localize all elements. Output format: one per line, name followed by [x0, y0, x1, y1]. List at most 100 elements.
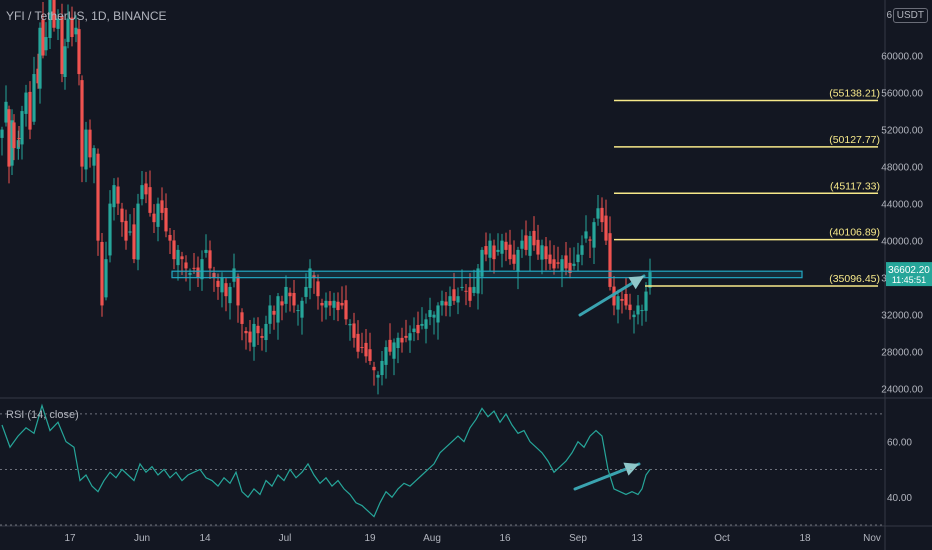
candle-body	[248, 331, 252, 343]
candle-body	[116, 186, 120, 204]
x-tick-label: Jun	[134, 533, 150, 544]
support-zone	[171, 270, 803, 279]
currency-selector[interactable]: USDT	[892, 8, 928, 23]
candle-body	[504, 241, 508, 250]
candle-body	[408, 333, 412, 341]
candle-body	[440, 300, 444, 306]
candle-body	[376, 374, 380, 378]
candle-body	[580, 245, 584, 255]
candle-body	[480, 249, 484, 277]
candle-body	[164, 207, 168, 232]
candle-body	[324, 300, 328, 308]
candle-body	[41, 19, 45, 56]
fib-label: (45117.33)	[830, 180, 880, 192]
chart-title: YFI / TetherUS, 1D, BINANCE	[6, 9, 167, 23]
candle-body	[296, 310, 300, 312]
candle-body	[20, 111, 24, 145]
x-tick-label: 14	[199, 533, 211, 544]
candle-body	[232, 268, 236, 282]
candle-body	[200, 259, 204, 280]
candle-body	[66, 18, 70, 42]
candle-body	[196, 267, 200, 278]
candle-body	[312, 275, 316, 278]
candle-body	[588, 239, 592, 241]
fib-label: (40106.89)	[829, 227, 880, 239]
candle-body	[17, 138, 21, 140]
candle-body	[36, 68, 40, 84]
candle-body	[460, 286, 464, 288]
candle-body	[180, 256, 184, 260]
price-tick-label: 32000.00	[881, 311, 923, 322]
candle-body	[360, 347, 364, 349]
candle-body	[188, 273, 192, 275]
candle-body	[70, 17, 74, 38]
candle-body	[284, 286, 288, 304]
candle-body	[468, 287, 472, 301]
candle-body	[444, 301, 448, 306]
candle-body	[132, 224, 136, 260]
candle-body	[604, 215, 608, 241]
price-tick-label: 24000.00	[881, 385, 923, 396]
candle-body	[516, 249, 520, 272]
candle-body	[176, 249, 180, 266]
candle-body	[524, 235, 528, 250]
candle-body	[628, 304, 632, 311]
candle-body	[416, 324, 420, 334]
price-tick-label: 44000.00	[881, 200, 923, 211]
candle-body	[7, 109, 11, 167]
candle-body	[436, 305, 440, 323]
candle-body	[104, 259, 108, 298]
candle-body	[156, 203, 160, 227]
candle-body	[256, 325, 260, 334]
candle-body	[336, 301, 340, 311]
candle-body	[212, 273, 216, 278]
candle-body	[576, 254, 580, 263]
candle-body	[484, 246, 488, 255]
last-price-label: 36602.20	[888, 265, 930, 276]
candle-body	[10, 120, 14, 166]
candle-body	[244, 330, 248, 334]
candle-body	[260, 336, 264, 338]
x-tick-label: 16	[499, 533, 511, 544]
candle-body	[544, 246, 548, 260]
price-arrow	[578, 274, 646, 317]
candle-body	[528, 236, 532, 256]
axes: 24000.0028000.0032000.0036000.0040000.00…	[64, 52, 932, 544]
candle-body	[332, 300, 336, 308]
annotation-arrows	[573, 274, 646, 491]
candle-body	[472, 286, 476, 293]
x-tick-label: 13	[631, 533, 643, 544]
candle-body	[420, 323, 424, 326]
candle-body	[560, 259, 564, 271]
candle-body	[328, 301, 332, 306]
candle-body	[152, 213, 156, 223]
x-tick-label: Jul	[279, 533, 292, 544]
candle-body	[632, 314, 636, 318]
candle-body	[500, 240, 504, 254]
candle-body	[396, 337, 400, 349]
rsi-tick-label: 40.00	[887, 493, 912, 504]
arrow-head	[628, 276, 644, 290]
candle-body	[320, 302, 324, 306]
price-tick-label: 52000.00	[881, 126, 923, 137]
candle-body	[640, 310, 644, 312]
candle-body	[512, 254, 516, 264]
candle-body	[276, 296, 280, 323]
candle-body	[352, 323, 356, 338]
candle-body	[108, 203, 112, 256]
candle-body	[120, 208, 124, 223]
fib-label: (50127.77)	[829, 134, 880, 146]
candle-body	[208, 250, 212, 269]
candle-body	[96, 153, 100, 241]
candle-body	[540, 245, 544, 260]
candle-body	[24, 92, 28, 114]
candle-body	[552, 259, 556, 269]
candle-body	[136, 203, 140, 260]
candle-body	[532, 230, 536, 246]
candle-body	[236, 276, 240, 306]
candle-body	[620, 298, 624, 301]
candle-body	[476, 268, 480, 294]
candle-body	[160, 200, 164, 213]
